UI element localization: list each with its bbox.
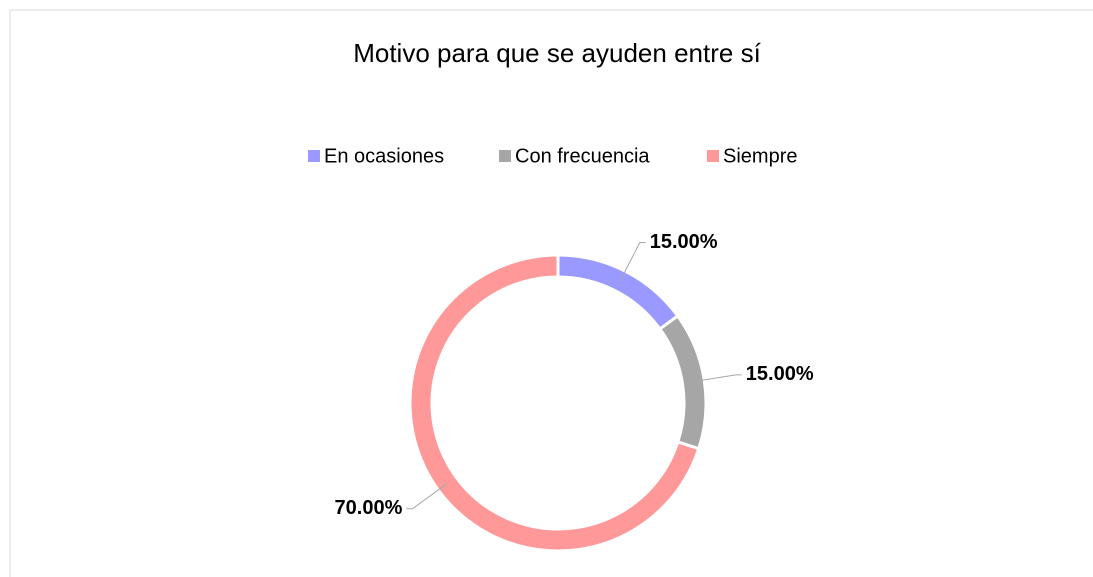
data-label: 15.00% (650, 231, 718, 253)
leader-line (619, 242, 646, 282)
chart-frame (9, 9, 1093, 577)
legend-label: Con frecuencia (515, 145, 650, 167)
legend-swatch (707, 150, 719, 162)
legend-label: En ocasiones (324, 145, 444, 167)
legend-label: Siempre (723, 145, 797, 167)
data-label: 70.00% (335, 497, 403, 519)
leader-line (406, 483, 448, 510)
donut-segment (408, 253, 701, 553)
legend-swatch (308, 150, 320, 162)
leader-line (693, 374, 742, 383)
chart-title: Motivo para que se ayuden entre sí (353, 38, 761, 68)
data-label: 15.00% (746, 363, 814, 385)
legend-swatch (499, 150, 511, 162)
